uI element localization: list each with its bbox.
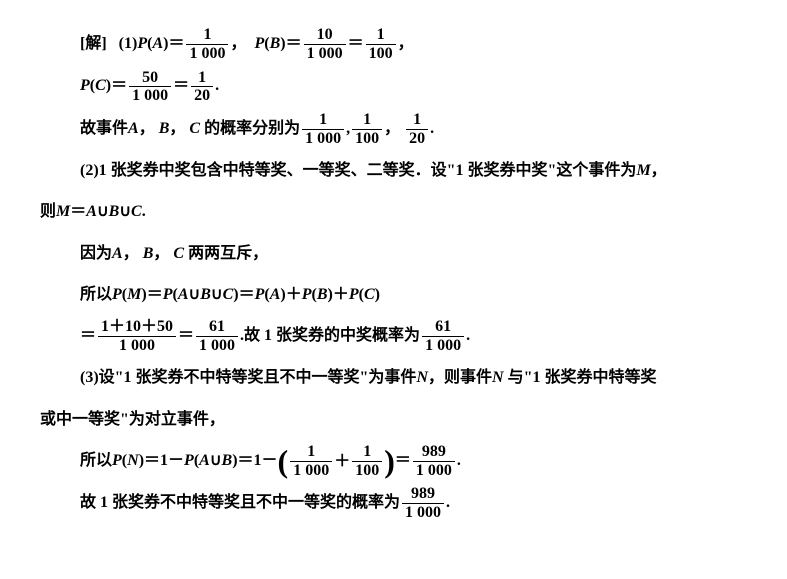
- line-6: 因为A， B， C 两两互斥，: [40, 236, 747, 271]
- line-7: 所以P(M)＝P(A∪B∪C)＝P(A)＋P(B)＋P(C): [40, 277, 747, 312]
- line-4: (2)1 张奖券中奖包含中特等奖、一等奖、二等奖．设"1 张奖券中奖"这个事件为…: [40, 153, 747, 188]
- part: (1): [119, 35, 138, 52]
- line-1: [解] (1)P(A)＝11 000， P(B)＝101 000＝1100，: [40, 26, 747, 62]
- line-5: 则M＝A∪B∪C.: [40, 194, 747, 229]
- line-9: (3)设"1 张奖券不中特等奖且不中一等奖"为事件N，则事件N 与"1 张奖券中…: [40, 360, 747, 395]
- paren-group: (11 000＋1100): [278, 443, 395, 479]
- line-12: 故 1 张奖券不中特等奖且不中一等奖的概率为9891 000.: [40, 485, 747, 521]
- line-10: 或中一等奖"为对立事件，: [40, 402, 747, 437]
- line-8: ＝1＋10＋501 000＝611 000.故 1 张奖券的中奖概率为611 0…: [40, 318, 747, 354]
- line-11: 所以P(N)＝1－P(A∪B)＝1－(11 000＋1100)＝9891 000…: [40, 443, 747, 479]
- label: [解]: [80, 35, 107, 52]
- P: P: [137, 35, 147, 52]
- line-3: 故事件A， B， C 的概率分别为11 000,1100， 120.: [40, 111, 747, 147]
- t: (A)＝: [147, 35, 184, 52]
- line-2: P(C)＝501 000＝120.: [40, 68, 747, 104]
- frac: 11 000: [186, 26, 228, 62]
